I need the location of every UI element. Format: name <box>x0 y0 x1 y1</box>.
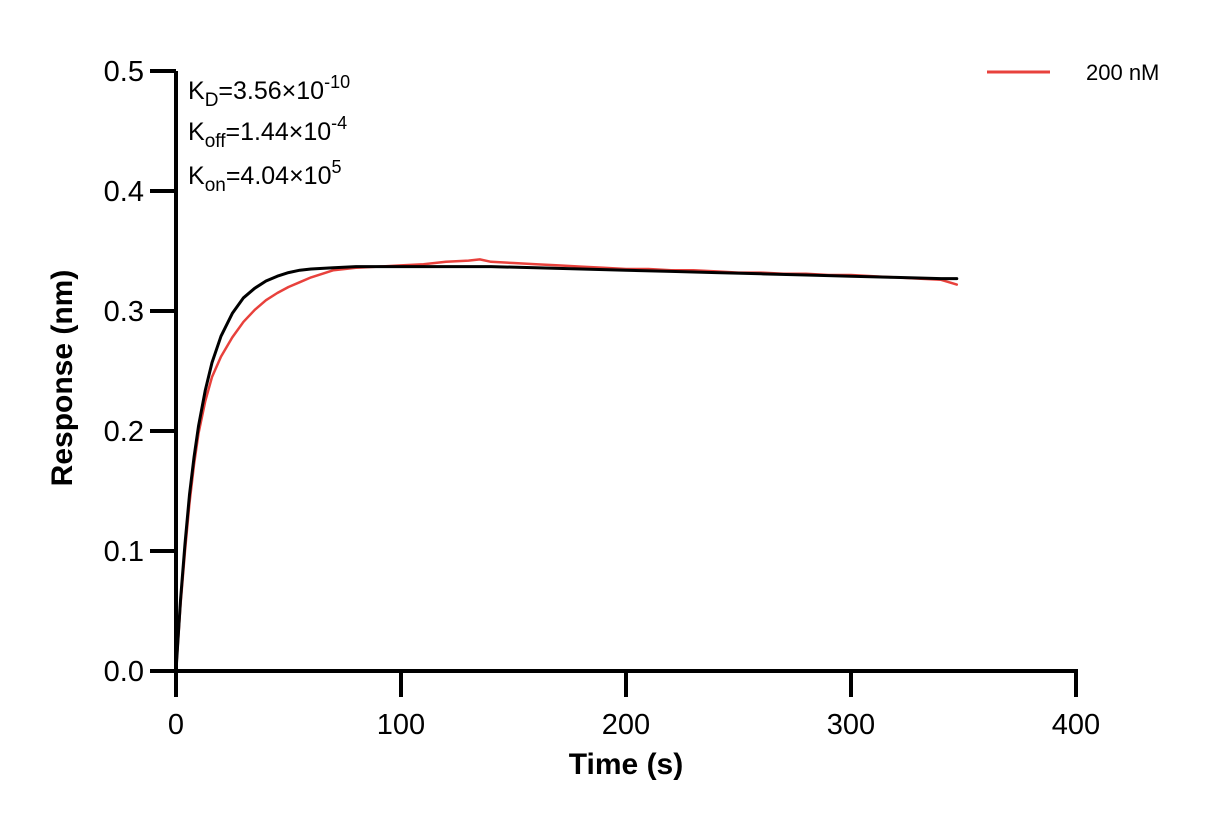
y-axis-title: Response (nm) <box>46 270 79 487</box>
annotation-line: Kon=4.04×105 <box>188 157 342 196</box>
x-axis-title: Time (s) <box>569 748 683 781</box>
legend-label: 200 nM <box>1086 60 1159 85</box>
x-tick-label: 0 <box>168 709 184 741</box>
y-tick-label: 0.4 <box>104 176 144 208</box>
x-tick-label: 300 <box>827 709 875 741</box>
fit-curve-line <box>174 265 959 673</box>
x-tick-label: 200 <box>602 709 650 741</box>
y-tick-label: 0.1 <box>104 536 144 568</box>
series-layer <box>174 258 959 673</box>
tick-layer: 0.0 0.1 0.2 0.3 0.4 0.5 0 100 200 300 400 <box>104 56 1101 741</box>
y-tick-label: 0.3 <box>104 296 144 328</box>
y-tick-label: 0.0 <box>104 656 144 688</box>
y-tick-label: 0.2 <box>104 416 144 448</box>
annotation-line: Koff=1.44×10-4 <box>188 113 347 152</box>
x-tick-label: 400 <box>1052 709 1100 741</box>
legend: 200 nM <box>987 60 1159 85</box>
y-tick-label: 0.5 <box>104 56 144 88</box>
measured-series-line-0 <box>174 258 959 673</box>
annotation-line: KD=3.56×10-10 <box>188 72 350 111</box>
x-tick-label: 100 <box>377 709 425 741</box>
